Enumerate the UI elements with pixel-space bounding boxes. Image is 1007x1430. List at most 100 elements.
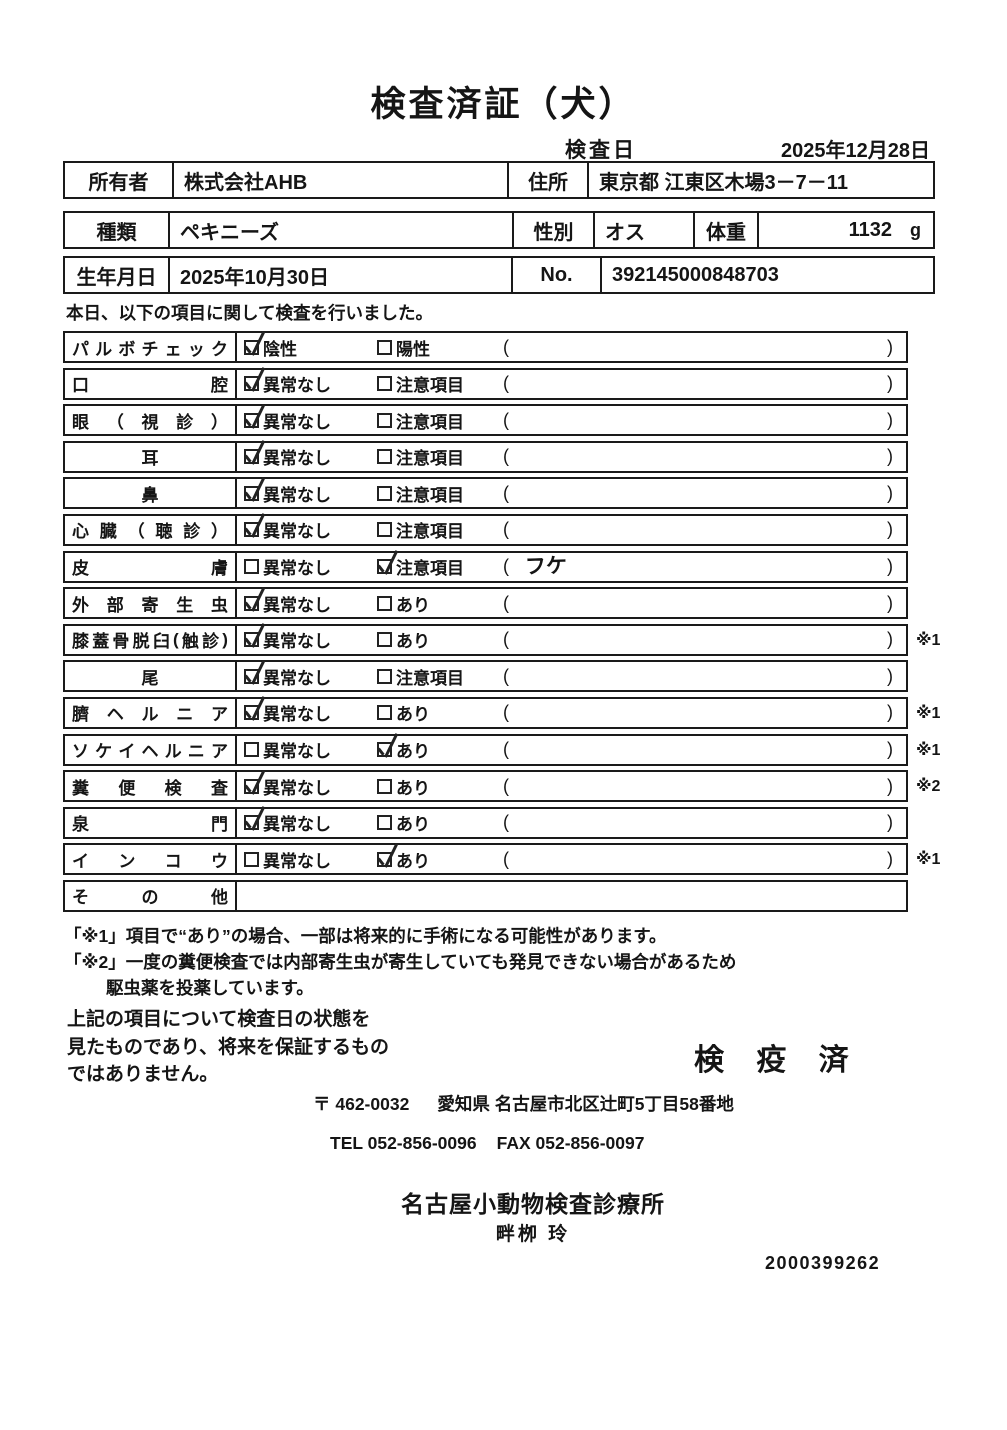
option-1-label: 異常なし <box>263 778 331 798</box>
disclaimer-line-3: ではありません。 <box>67 1064 219 1085</box>
paren-open: ( <box>503 556 509 577</box>
checklist-row-content: 異常なし 注意項目 () <box>235 662 906 691</box>
checkbox-checked[interactable] <box>244 815 259 831</box>
checklist-row-label: パルボチェック <box>65 333 235 361</box>
option-1: 陰性 <box>237 335 370 360</box>
sex-label: 性別 <box>512 213 593 247</box>
checkbox-unchecked[interactable] <box>377 705 392 721</box>
checklist-row: 皮膚異常なし 注意項目(フケ) <box>63 550 950 583</box>
label-char: 泉 <box>72 815 89 835</box>
checkbox-unchecked[interactable] <box>377 668 392 684</box>
checkbox-unchecked[interactable] <box>377 485 392 501</box>
checkbox-unchecked[interactable] <box>377 632 392 648</box>
label-char: 門 <box>211 815 228 835</box>
clinic-address-line: 〒 462-0032 愛知県 名古屋市北区辻町5丁目58番地 <box>313 1091 734 1116</box>
option-1-label: 異常なし <box>263 449 331 469</box>
pet-info-row-1: 種類 ペキニーズ 性別 オス 体重 1132 g <box>63 211 935 249</box>
checklist-row-label: 耳 <box>65 443 235 471</box>
checkbox-unchecked[interactable] <box>377 595 392 611</box>
quarantine-stamp: 検 疫 済 <box>694 1044 861 1077</box>
checkbox-checked[interactable] <box>377 742 392 758</box>
checkbox-checked[interactable] <box>244 522 259 538</box>
checkbox-unchecked[interactable] <box>377 412 392 428</box>
paren-close: ) <box>887 665 893 686</box>
footnote-mark: ※1 <box>916 851 941 869</box>
checklist-row-content: 異常なし あり () <box>235 808 906 837</box>
paren-open: ( <box>503 482 509 503</box>
footnote-mark: ※1 <box>916 741 941 759</box>
label-char: 糞 <box>72 778 89 798</box>
option-2: 注意項目 <box>370 664 503 689</box>
checkbox-checked[interactable] <box>244 339 259 355</box>
label-char: ア <box>211 705 228 725</box>
inspection-date-row: 検査日 2025年12月28日 <box>63 134 930 164</box>
checklist-row: イ ン コ ウ 異常なし あり () ※1 <box>63 843 950 876</box>
paren-open: ( <box>503 775 509 796</box>
option-1: 異常なし <box>237 481 370 506</box>
option-1: 異常なし <box>237 774 370 799</box>
checklist-row-box: 皮膚異常なし 注意項目(フケ) <box>63 550 908 583</box>
checkbox-checked[interactable] <box>244 632 259 648</box>
label-char: 皮 <box>72 559 89 579</box>
checkbox-unchecked[interactable] <box>377 522 392 538</box>
checklist-row-label: 膝蓋骨脱臼(触診) <box>65 626 235 654</box>
option-1-label: 異常なし <box>263 742 331 762</box>
checkbox-unchecked[interactable] <box>377 778 392 794</box>
checkbox-checked[interactable] <box>244 778 259 794</box>
checkbox-unchecked[interactable] <box>244 742 259 758</box>
checklist-row-content: 異常なし 注意項目 (フケ) <box>235 552 906 581</box>
label-char: 診 <box>176 412 194 432</box>
checkbox-checked[interactable] <box>244 595 259 611</box>
checklist-row-label: 臍ヘルニア <box>65 699 235 727</box>
label-char: 臓 <box>99 522 117 542</box>
checkbox-checked[interactable] <box>244 705 259 721</box>
handwritten-note: フケ <box>524 553 568 579</box>
label-char: 寄 <box>141 595 159 615</box>
label-char: 部 <box>106 595 124 615</box>
checklist-row: 口腔異常なし 注意項目() <box>63 367 950 400</box>
checkbox-unchecked[interactable] <box>244 851 259 867</box>
paren-close: ) <box>887 848 893 869</box>
checkbox-checked[interactable] <box>377 559 392 575</box>
checkbox-unchecked[interactable] <box>377 376 392 392</box>
label-char: 生 <box>176 595 194 615</box>
option-2-label: あり <box>396 632 430 652</box>
checklist-row-content: 異常なし あり () <box>235 845 906 874</box>
checkbox-checked[interactable] <box>244 376 259 392</box>
owner-value: 株式会社AHB <box>172 163 507 197</box>
checkbox-unchecked[interactable] <box>377 815 392 831</box>
option-1: 異常なし <box>237 591 370 616</box>
label-char: ェ <box>164 339 182 359</box>
paren-close: ) <box>887 446 893 467</box>
paren-close: ) <box>887 556 893 577</box>
checklist-row-label: 泉門 <box>65 809 235 837</box>
option-2: 注意項目 <box>370 371 503 396</box>
result-field: () <box>503 666 906 687</box>
checkbox-checked[interactable] <box>244 668 259 684</box>
paren-open: ( <box>503 409 509 430</box>
label-char: 鼻 <box>141 485 159 505</box>
checkbox-unchecked[interactable] <box>377 339 392 355</box>
checklist-row-box: 耳 異常なし 注意項目 () <box>63 440 908 473</box>
label-char: 他 <box>211 888 228 908</box>
checkbox-checked[interactable] <box>244 412 259 428</box>
checkbox-checked[interactable] <box>244 449 259 465</box>
footnote-1: 「※1」項目で“あり”の場合、一部は将来的に手術になる可能性があります。 <box>64 926 667 946</box>
checklist-row-box: 尾 異常なし 注意項目 () <box>63 660 908 693</box>
checkbox-checked[interactable] <box>244 485 259 501</box>
checklist-row-box: 糞 便 検 査 異常なし あり () <box>63 770 908 803</box>
checkbox-checked[interactable] <box>377 851 392 867</box>
label-char: ボ <box>118 339 136 359</box>
option-2-label: 注意項目 <box>396 522 464 542</box>
option-2: 注意項目 <box>370 517 503 542</box>
option-1: 異常なし <box>237 371 370 396</box>
label-char: 査 <box>210 778 228 798</box>
clinic-fax: FAX 052-856-0097 <box>496 1133 645 1153</box>
weight-value-cell: 1132 g <box>757 213 933 247</box>
clinic-tel: TEL 052-856-0096 <box>330 1133 477 1153</box>
checkbox-unchecked[interactable] <box>377 449 392 465</box>
paren-close: ) <box>887 812 893 833</box>
checklist-row-box: イ ン コ ウ 異常なし あり () <box>63 843 908 876</box>
checkbox-unchecked[interactable] <box>244 559 259 575</box>
birthdate-label: 生年月日 <box>76 266 157 289</box>
